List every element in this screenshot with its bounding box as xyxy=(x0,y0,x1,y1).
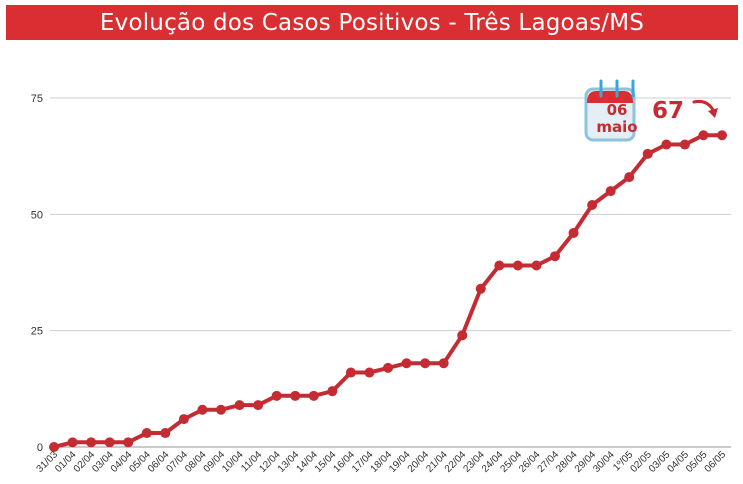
data-point xyxy=(49,442,59,452)
data-point xyxy=(104,437,115,448)
data-point xyxy=(160,428,171,439)
arrow-curve-icon xyxy=(692,100,718,118)
data-point xyxy=(661,139,672,150)
x-tick-label: 10/04 xyxy=(220,449,246,475)
data-point xyxy=(512,260,523,271)
data-point xyxy=(457,330,468,341)
data-point xyxy=(271,390,282,401)
data-point xyxy=(587,200,598,211)
series-line xyxy=(53,133,722,449)
data-point xyxy=(123,437,134,448)
data-point xyxy=(698,130,709,141)
data-point xyxy=(568,227,579,238)
data-point xyxy=(475,283,486,294)
calendar-icon: 06 maio xyxy=(584,79,638,142)
data-point xyxy=(717,130,727,141)
data-point xyxy=(401,358,412,369)
data-point xyxy=(531,260,542,271)
chart-title: Evolução dos Casos Positivos - Três Lago… xyxy=(99,9,645,36)
data-point xyxy=(216,404,226,415)
badge-value: 67 xyxy=(652,98,684,124)
data-point xyxy=(624,172,635,183)
data-point xyxy=(605,186,616,197)
data-point xyxy=(141,428,152,439)
x-tick-label: 06/05 xyxy=(703,449,729,475)
data-point xyxy=(550,251,560,262)
badge-month: maio xyxy=(596,118,637,136)
data-point xyxy=(178,414,189,425)
title-banner: Evolução dos Casos Positivos - Três Lago… xyxy=(6,5,738,40)
data-point xyxy=(383,362,393,373)
data-point xyxy=(420,358,431,369)
y-tick-label: 75 xyxy=(31,93,43,105)
y-tick-label: 0 xyxy=(37,442,43,454)
data-point xyxy=(494,260,505,271)
y-tick-label: 50 xyxy=(31,209,43,221)
x-tick-label: 30/04 xyxy=(591,449,617,475)
data-point xyxy=(253,400,264,411)
data-point xyxy=(290,390,301,401)
data-point xyxy=(364,367,375,378)
data-point xyxy=(234,400,245,411)
y-tick-label: 25 xyxy=(31,326,43,338)
data-point xyxy=(679,139,690,150)
data-point xyxy=(327,386,338,397)
data-point xyxy=(86,437,97,448)
data-point xyxy=(67,437,78,448)
data-point xyxy=(197,404,208,415)
badge-day: 06 xyxy=(607,101,628,119)
data-point xyxy=(438,358,449,369)
data-point xyxy=(308,390,319,401)
data-point xyxy=(642,148,653,159)
data-point xyxy=(345,367,356,378)
